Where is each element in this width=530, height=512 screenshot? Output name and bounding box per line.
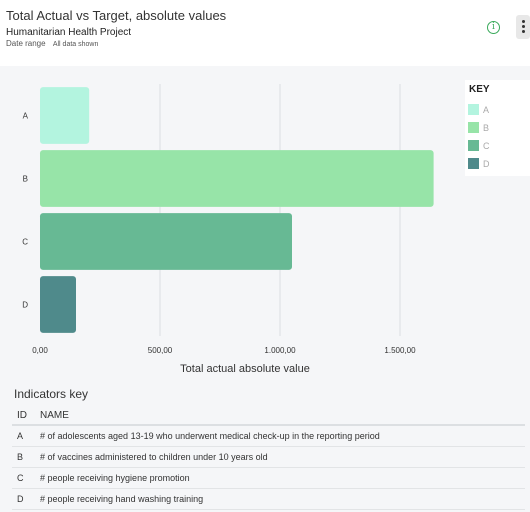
x-axis-label: Total actual absolute value	[180, 363, 310, 375]
indicator-name: # of vaccines administered to children u…	[40, 452, 268, 462]
bar-a[interactable]	[40, 87, 90, 144]
legend-swatch	[468, 140, 479, 151]
bar-chart: A B C D 0,00 500,00 1.000,00 1.500,00 Total actu…	[22, 84, 434, 375]
indicator-name: # people receiving hygiene promotion	[40, 473, 190, 483]
indicators-title: Indicators key	[14, 387, 89, 401]
x-tick-label: 0,00	[32, 346, 48, 355]
project-name: Humanitarian Health Project	[6, 27, 132, 38]
more-options-button[interactable]	[516, 15, 530, 39]
menu-dot-icon	[522, 30, 525, 33]
indicator-id: A	[17, 431, 24, 441]
date-range: Date range All data shown	[6, 39, 98, 48]
indicator-name: # people receiving hand washing training	[40, 494, 204, 504]
y-tick-label: D	[22, 301, 28, 310]
y-tick-label: C	[22, 238, 28, 247]
legend-label: B	[483, 123, 490, 133]
table-row: A # of adolescents aged 13-19 who underw…	[12, 426, 525, 447]
bar-d[interactable]	[40, 276, 76, 333]
column-header-id: ID	[17, 410, 27, 421]
table-header: ID NAME	[12, 408, 525, 426]
x-tick-label: 500,00	[148, 346, 173, 355]
bar-c[interactable]	[40, 213, 292, 270]
indicators-key: Indicators key ID NAME A # of adolescent…	[0, 378, 530, 512]
y-tick-label: B	[23, 175, 28, 184]
info-icon[interactable]: i	[487, 21, 500, 34]
legend: KEY A B C D	[465, 80, 530, 176]
legend-label: C	[483, 141, 490, 151]
legend-title: KEY	[469, 84, 490, 95]
date-range-value: All data shown	[52, 41, 99, 48]
indicator-id: B	[17, 452, 24, 462]
legend-swatch	[468, 158, 479, 169]
chart-title: Total Actual vs Target, absolute values	[6, 8, 227, 23]
chart-header: Total Actual vs Target, absolute values …	[0, 0, 530, 66]
column-header-name: NAME	[40, 410, 69, 421]
y-tick-label: A	[23, 112, 29, 121]
menu-dot-icon	[522, 25, 525, 28]
bar-b[interactable]	[40, 150, 434, 207]
indicator-id: D	[17, 494, 24, 504]
legend-swatch	[468, 122, 479, 133]
table-row: D # people receiving hand washing traini…	[12, 489, 525, 510]
x-tick-label: 1.500,00	[384, 346, 416, 355]
x-tick-label: 1.000,00	[264, 346, 296, 355]
table-row: C # people receiving hygiene promotion	[12, 468, 525, 489]
chart-area: A B C D 0,00 500,00 1.000,00 1.500,00 Total actu…	[0, 66, 530, 378]
indicator-name: # of adolescents aged 13-19 who underwen…	[40, 431, 380, 441]
legend-label: D	[483, 159, 490, 169]
indicator-id: C	[17, 473, 24, 483]
date-range-label: Date range	[6, 39, 46, 48]
legend-label: A	[483, 105, 490, 115]
table-row: B # of vaccines administered to children…	[12, 447, 525, 468]
legend-swatch	[468, 104, 479, 115]
menu-dot-icon	[522, 20, 525, 23]
indicators-table: ID NAME A # of adolescents aged 13-19 wh…	[12, 408, 525, 510]
